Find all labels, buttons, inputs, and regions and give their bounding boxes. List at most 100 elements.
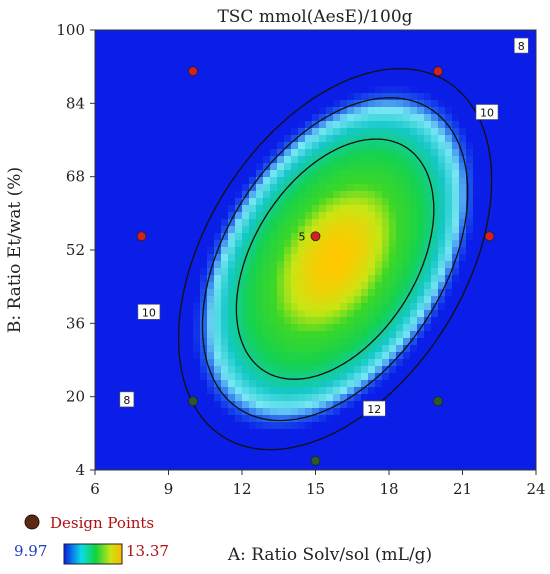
surface-cell (347, 142, 355, 150)
surface-cell (452, 205, 460, 213)
surface-cell (466, 261, 474, 269)
surface-cell (284, 100, 292, 108)
surface-cell (256, 149, 264, 157)
surface-cell (123, 331, 131, 339)
surface-cell (459, 254, 467, 262)
surface-cell (354, 191, 362, 199)
surface-cell (529, 79, 536, 87)
x-tick-label: 18 (379, 480, 398, 498)
surface-cell (487, 387, 495, 395)
surface-cell (403, 79, 411, 87)
surface-cell (235, 401, 243, 409)
surface-cell (459, 331, 467, 339)
surface-cell (473, 135, 481, 143)
surface-cell (249, 142, 257, 150)
surface-cell (368, 177, 376, 185)
surface-cell (221, 450, 229, 458)
surface-cell (312, 261, 320, 269)
surface-cell (305, 317, 313, 325)
surface-cell (529, 373, 536, 381)
surface-cell (361, 387, 369, 395)
surface-cell (340, 289, 348, 297)
surface-cell (102, 268, 110, 276)
surface-cell (263, 65, 271, 73)
surface-cell (298, 247, 306, 255)
surface-cell (480, 142, 488, 150)
surface-cell (494, 184, 502, 192)
surface-cell (284, 93, 292, 101)
surface-cell (263, 352, 271, 360)
surface-cell (193, 219, 201, 227)
surface-cell (95, 359, 103, 367)
surface-cell (165, 352, 173, 360)
surface-cell (480, 387, 488, 395)
surface-cell (158, 37, 166, 45)
surface-cell (319, 331, 327, 339)
surface-cell (305, 275, 313, 283)
surface-cell (102, 114, 110, 122)
surface-cell (326, 359, 334, 367)
surface-cell (193, 338, 201, 346)
surface-cell (235, 289, 243, 297)
surface-cell (333, 156, 341, 164)
surface-cell (228, 289, 236, 297)
surface-cell (354, 429, 362, 437)
surface-cell (95, 226, 103, 234)
surface-cell (102, 212, 110, 220)
surface-cell (431, 128, 439, 136)
surface-cell (228, 296, 236, 304)
surface-cell (529, 212, 536, 220)
surface-cell (445, 450, 453, 458)
surface-cell (270, 275, 278, 283)
surface-cell (347, 296, 355, 304)
surface-cell (473, 457, 481, 465)
surface-cell (340, 86, 348, 94)
surface-cell (263, 261, 271, 269)
surface-cell (214, 282, 222, 290)
surface-cell (487, 275, 495, 283)
surface-cell (158, 282, 166, 290)
surface-cell (263, 387, 271, 395)
surface-cell (221, 429, 229, 437)
surface-cell (354, 44, 362, 52)
contour-label-box (137, 304, 161, 320)
surface-cell (130, 30, 138, 38)
surface-cell (487, 205, 495, 213)
surface-cell (221, 464, 229, 470)
surface-cell (431, 254, 439, 262)
surface-cell (361, 170, 369, 178)
surface-cell (466, 233, 474, 241)
surface-cell (452, 149, 460, 157)
surface-cell (389, 401, 397, 409)
surface-cell (109, 65, 117, 73)
surface-cell (375, 296, 383, 304)
surface-cell (515, 114, 523, 122)
surface-cell (200, 86, 208, 94)
surface-cell (431, 135, 439, 143)
surface-cell (480, 51, 488, 59)
surface-cell (396, 338, 404, 346)
surface-cell (193, 149, 201, 157)
surface-cell (193, 233, 201, 241)
surface-cell (270, 184, 278, 192)
surface-cell (424, 58, 432, 66)
surface-cell (228, 394, 236, 402)
surface-cell (312, 345, 320, 353)
surface-cell (256, 415, 264, 423)
surface-cell (319, 170, 327, 178)
surface-cell (445, 58, 453, 66)
surface-cell (235, 44, 243, 52)
surface-cell (515, 247, 523, 255)
surface-cell (445, 268, 453, 276)
surface-cell (515, 394, 523, 402)
surface-cell (375, 464, 383, 470)
surface-cell (508, 401, 516, 409)
contour-label-text: 12 (367, 403, 381, 416)
surface-cell (431, 79, 439, 87)
surface-cell (340, 331, 348, 339)
surface-cell (130, 450, 138, 458)
surface-cell (200, 394, 208, 402)
surface-cell (494, 261, 502, 269)
surface-cell (144, 373, 152, 381)
